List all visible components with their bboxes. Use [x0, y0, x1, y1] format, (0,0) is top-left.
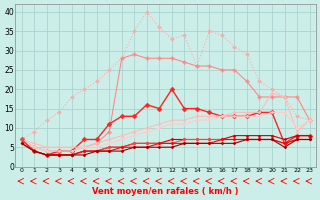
- X-axis label: Vent moyen/en rafales ( km/h ): Vent moyen/en rafales ( km/h ): [92, 187, 239, 196]
